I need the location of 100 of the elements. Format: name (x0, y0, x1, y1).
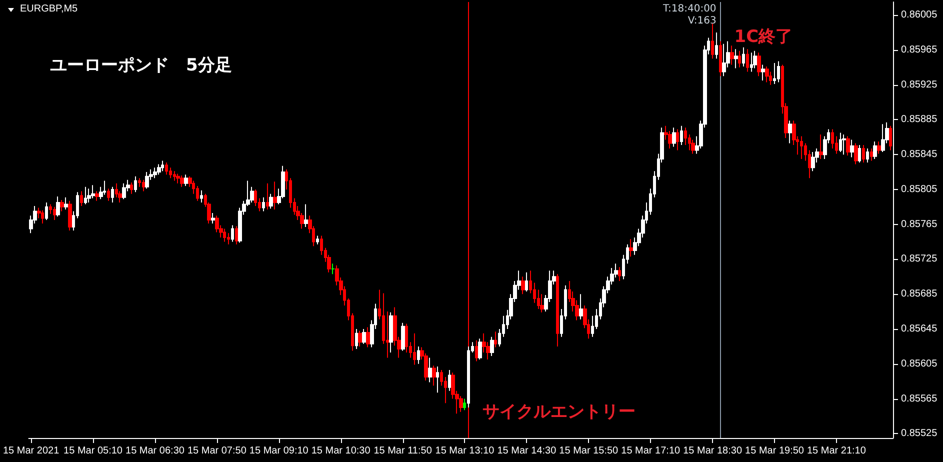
y-tick-label: 0.85685 (901, 288, 938, 300)
candlestick (862, 144, 865, 163)
candlestick (231, 224, 234, 242)
candlestick (235, 226, 238, 245)
candlestick (788, 120, 792, 144)
candlestick (889, 125, 892, 151)
candlestick (227, 232, 230, 245)
candlestick (842, 134, 846, 156)
annotation: EURGBP,M5 (20, 4, 78, 14)
annotation: サイクルエントリー (482, 402, 636, 422)
x-tick-label: 15 Mar 06:30 (126, 446, 185, 456)
candlestick (107, 188, 110, 202)
candlestick (80, 190, 83, 207)
candlestick (95, 190, 99, 202)
candlestick (262, 196, 265, 212)
candlestick (153, 167, 157, 179)
candlestick (122, 182, 126, 200)
candlestick (715, 32, 718, 60)
candlestick (730, 45, 734, 66)
candlestick (719, 40, 722, 77)
candlestick (839, 132, 842, 152)
candlestick (757, 52, 761, 77)
candlestick (750, 52, 753, 72)
y-tick-label: 0.85925 (901, 79, 938, 90)
candlestick (676, 128, 679, 151)
candlestick (142, 179, 145, 192)
candlestick (53, 206, 56, 220)
x-tick-label: 15 Mar 11:50 (374, 446, 432, 456)
x-tick-label: 15 Mar 14:30 (497, 446, 557, 456)
candlestick (877, 141, 881, 154)
candlestick (200, 190, 203, 204)
candlestick (753, 50, 757, 69)
candlestick (734, 48, 738, 69)
candlestick (389, 312, 393, 354)
candlestick (742, 46, 745, 68)
y-tick-label: 0.85765 (901, 218, 938, 230)
candlestick (130, 182, 133, 194)
candlestick (819, 134, 823, 160)
candlestick (432, 365, 436, 386)
y-tick-label: 0.85965 (901, 44, 938, 56)
candlestick (765, 66, 769, 83)
candlestick (761, 64, 765, 81)
candlestick (629, 238, 633, 258)
y-tick-label: 0.85645 (901, 324, 938, 334)
annotation: T:18:40:00 (662, 3, 716, 14)
candlestick (138, 178, 141, 188)
y-tick-label: 0.85805 (901, 184, 938, 195)
candlestick (176, 173, 180, 184)
candlestick (211, 212, 215, 224)
candlestick (161, 160, 164, 172)
candlestick (184, 174, 188, 186)
candlestick (478, 338, 482, 360)
y-tick-label: 0.85885 (901, 114, 938, 126)
candlestick (355, 328, 358, 350)
candlestick (87, 188, 91, 204)
candlestick (722, 43, 726, 77)
candlestick (180, 175, 184, 188)
candlestick (103, 180, 106, 196)
y-tick-label: 0.85565 (901, 393, 938, 404)
candlestick (881, 124, 885, 152)
candlestick (45, 202, 48, 220)
candlestick (316, 235, 319, 245)
text: ユーローポンド 5分足 (50, 56, 232, 76)
x-tick-label: 15 Mar 07:50 (187, 446, 247, 456)
candlestick (64, 196, 68, 210)
candlestick (269, 193, 273, 210)
y-tick-label: 0.85725 (901, 254, 938, 265)
y-tick-label: 0.85605 (901, 358, 938, 370)
candlestick (366, 326, 370, 348)
candlestick (173, 170, 176, 182)
candlestick (525, 272, 528, 292)
candlestick (41, 210, 44, 224)
candlestick (494, 331, 497, 348)
candlestick (475, 340, 478, 362)
x-tick-label: 15 Mar 09:10 (249, 446, 309, 456)
candlestick (521, 276, 525, 295)
annotation: V:163 (688, 16, 716, 27)
candlestick (773, 62, 776, 84)
candlestick (68, 200, 72, 231)
x-tick-label: 15 Mar 19:50 (745, 446, 804, 456)
candlestick (711, 23, 714, 60)
candlestick (91, 184, 95, 199)
x-tick-label: 15 Mar 05:10 (64, 446, 123, 456)
x-tick-label: 15 Mar 17:10 (621, 446, 681, 456)
candlestick (811, 151, 815, 172)
candlestick (854, 142, 858, 165)
candlestick (428, 357, 432, 383)
candlestick (463, 398, 466, 411)
y-tick-label: 0.85525 (901, 428, 938, 440)
candlestick (223, 228, 226, 242)
candlestick (145, 172, 149, 190)
candlestick (413, 332, 416, 366)
candlestick (738, 50, 741, 68)
y-tick-label: 0.86005 (901, 10, 938, 21)
x-tick-label: 15 Mar 15:50 (559, 446, 619, 456)
candlestick (846, 136, 850, 156)
candlestick (777, 60, 780, 83)
candlestick (165, 162, 168, 176)
candlestick (60, 199, 64, 212)
x-tick-label: 15 Mar 10:30 (311, 446, 371, 456)
